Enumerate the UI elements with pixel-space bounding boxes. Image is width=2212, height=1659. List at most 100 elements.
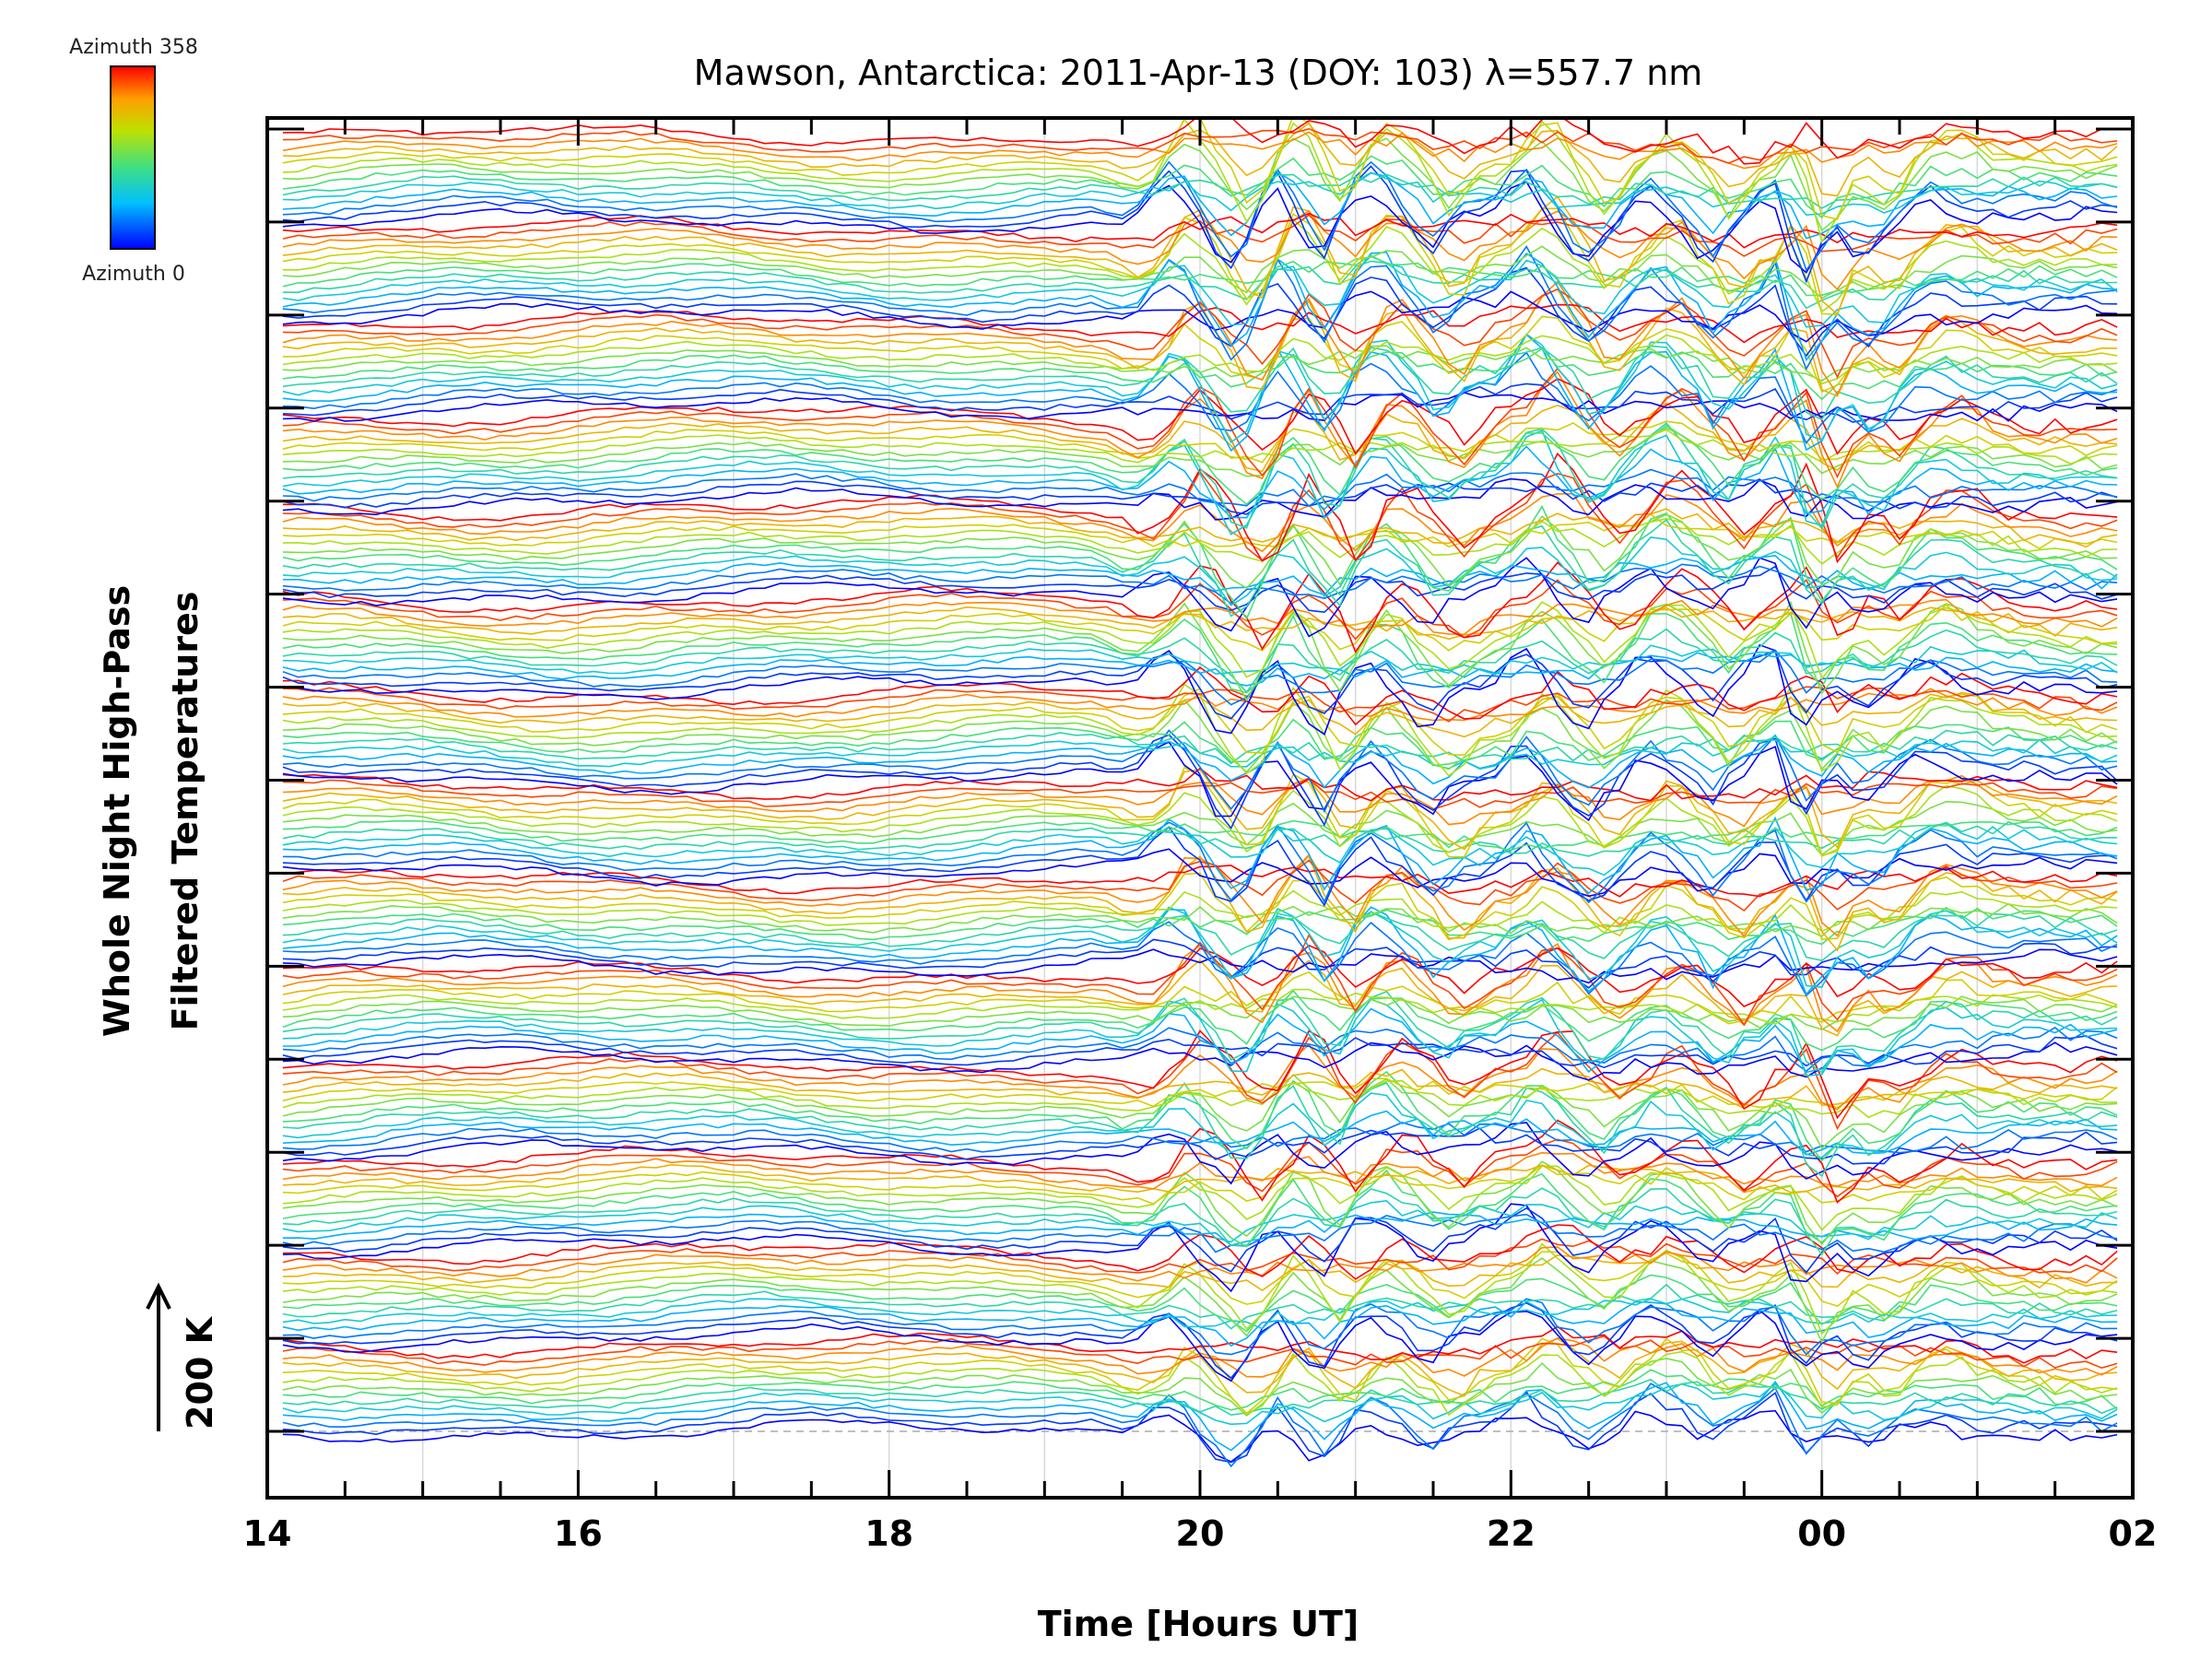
azimuth-series-line bbox=[282, 508, 2118, 548]
azimuth-series-line bbox=[282, 872, 2118, 941]
azimuth-series-line bbox=[282, 1187, 2118, 1246]
azimuth-series-line bbox=[282, 477, 2118, 515]
chart-title: Mawson, Antarctica: 2011-Apr-13 (DOY: 10… bbox=[694, 53, 1703, 93]
azimuth-series-line bbox=[282, 718, 2118, 767]
azimuth-series-line bbox=[282, 921, 2118, 997]
azimuth-series-line bbox=[282, 1380, 2118, 1452]
azimuth-series-line bbox=[282, 1030, 2118, 1120]
azimuth-series-line bbox=[282, 171, 2118, 240]
azimuth-series-line bbox=[282, 290, 2118, 343]
azimuth-series-line bbox=[282, 347, 2118, 401]
azimuth-series-line bbox=[282, 557, 2118, 638]
azimuth-series-line bbox=[282, 1077, 2118, 1109]
azimuth-series-line bbox=[282, 536, 2118, 606]
x-tick-label: 02 bbox=[2109, 1513, 2158, 1554]
azimuth-series-line bbox=[282, 601, 2118, 680]
azimuth-series-line bbox=[282, 988, 2118, 1025]
azimuth-series-line bbox=[282, 118, 2118, 220]
azimuth-series-line bbox=[282, 429, 2118, 465]
azimuth-series-line bbox=[282, 1206, 2118, 1274]
x-tick-label: 16 bbox=[554, 1513, 603, 1554]
azimuth-series-line bbox=[282, 1122, 2118, 1185]
x-tick-label: 14 bbox=[243, 1513, 292, 1554]
azimuth-series-line bbox=[282, 1151, 2118, 1190]
azimuth-legend: Azimuth 358 Azimuth 0 bbox=[69, 36, 198, 286]
azimuth-series-line bbox=[282, 1246, 2118, 1284]
azimuth-series-line bbox=[282, 1274, 2118, 1333]
azimuth-series-line bbox=[282, 902, 2118, 937]
azimuth-series-line bbox=[282, 1092, 2118, 1159]
azimuth-series-line bbox=[282, 778, 2118, 810]
azimuth-series-line bbox=[282, 995, 2118, 1030]
azimuth-series-line bbox=[282, 948, 2118, 984]
azimuth-series-line bbox=[282, 934, 2118, 1027]
azimuth-series-line bbox=[282, 1325, 2118, 1364]
azimuth-series-line bbox=[282, 315, 2118, 394]
azimuth-series-line bbox=[282, 345, 2118, 382]
azimuth-series-line bbox=[282, 889, 2118, 935]
azimuth-series-line bbox=[282, 1238, 2118, 1275]
azimuth-series-line bbox=[282, 1165, 2118, 1231]
azimuth-series-line bbox=[282, 1251, 2118, 1307]
azimuth-series-line bbox=[282, 420, 2118, 464]
azimuth-series-line bbox=[282, 155, 2118, 219]
azimuth-series-line bbox=[282, 1079, 2118, 1119]
azimuth-series-line bbox=[282, 1160, 2118, 1246]
azimuth-series-line bbox=[282, 367, 2118, 479]
azimuth-series-line bbox=[282, 195, 2118, 316]
azimuth-series-line bbox=[282, 643, 2118, 735]
azimuth-series-line bbox=[282, 1067, 2118, 1110]
x-axis-label: Time [Hours UT] bbox=[1038, 1604, 1359, 1644]
azimuth-series-line bbox=[282, 1283, 2118, 1330]
azimuth-series-line bbox=[282, 1298, 2118, 1330]
x-tick-label: 22 bbox=[1487, 1513, 1535, 1554]
azimuth-series-line bbox=[282, 1043, 2118, 1111]
azimuth-series-line bbox=[282, 600, 2118, 702]
azimuth-series-line bbox=[282, 1026, 2118, 1073]
azimuth-series-line bbox=[282, 561, 2118, 654]
azimuth-series-line bbox=[282, 260, 2118, 310]
azimuth-series-line bbox=[282, 1110, 2118, 1156]
x-tick-label: 18 bbox=[865, 1513, 913, 1554]
azimuth-series-line bbox=[282, 1041, 2118, 1081]
azimuth-series-line bbox=[282, 598, 2118, 636]
azimuth-series-line bbox=[282, 382, 2118, 423]
azimuth-series-line bbox=[282, 512, 2118, 550]
azimuth-series-line bbox=[282, 1138, 2118, 1198]
azimuth-series-line bbox=[282, 699, 2118, 773]
azimuth-series-line bbox=[282, 392, 2118, 422]
azimuth-series-line bbox=[282, 683, 2118, 777]
azimuth-series-line bbox=[282, 819, 2118, 852]
azimuth-series-line bbox=[282, 820, 2118, 857]
azimuth-series-line bbox=[282, 244, 2118, 371]
azimuth-series-line bbox=[282, 118, 2118, 165]
azimuth-series-line bbox=[282, 251, 2118, 362]
azimuth-series-line bbox=[282, 649, 2118, 720]
azimuth-series-line bbox=[282, 429, 2118, 535]
azimuth-series-line bbox=[282, 1127, 2118, 1165]
azimuth-series-line bbox=[282, 578, 2118, 641]
azimuth-series-line bbox=[282, 209, 2118, 291]
azimuth-series-line bbox=[282, 1122, 2118, 1154]
azimuth-series-line bbox=[282, 303, 2118, 344]
azimuth-series-line bbox=[282, 603, 2118, 652]
x-tick-label: 20 bbox=[1176, 1513, 1225, 1554]
azimuth-series-line bbox=[282, 959, 2118, 1037]
azimuth-series-line bbox=[282, 1119, 2118, 1204]
azimuth-series-line bbox=[282, 938, 2118, 989]
azimuth-series-line bbox=[282, 1164, 2118, 1206]
azimuth-series-line bbox=[282, 1213, 2118, 1253]
azimuth-series-line bbox=[282, 906, 2118, 996]
azimuth-series-line bbox=[282, 477, 2118, 521]
azimuth-series-line bbox=[282, 1382, 2118, 1468]
azimuth-series-line bbox=[282, 1301, 2118, 1380]
azimuth-series-line bbox=[282, 1369, 2118, 1411]
azimuth-series-line bbox=[282, 821, 2118, 904]
x-tick-label: 00 bbox=[1797, 1513, 1846, 1554]
azimuth-series-line bbox=[282, 266, 2118, 358]
azimuth-series-line bbox=[282, 468, 2118, 508]
azimuth-series-line bbox=[282, 1257, 2118, 1344]
azimuth-series-line bbox=[282, 1007, 2118, 1074]
azimuth-series-line bbox=[282, 734, 2118, 830]
